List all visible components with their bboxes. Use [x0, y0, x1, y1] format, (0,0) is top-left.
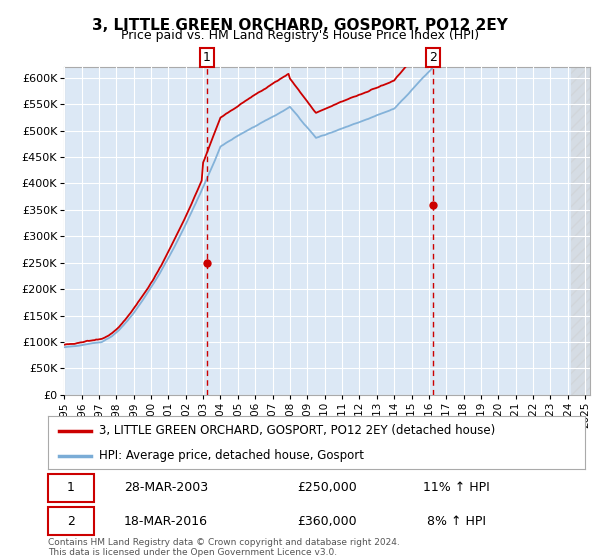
Text: Price paid vs. HM Land Registry's House Price Index (HPI): Price paid vs. HM Land Registry's House …: [121, 29, 479, 42]
FancyBboxPatch shape: [48, 474, 94, 502]
Text: 2: 2: [67, 515, 75, 528]
Text: 1: 1: [203, 51, 211, 64]
Bar: [571, 67, 590, 395]
Text: 11% ↑ HPI: 11% ↑ HPI: [423, 481, 490, 494]
Text: 2: 2: [429, 51, 437, 64]
Text: 8% ↑ HPI: 8% ↑ HPI: [427, 515, 485, 528]
Text: £250,000: £250,000: [298, 481, 357, 494]
Text: HPI: Average price, detached house, Gosport: HPI: Average price, detached house, Gosp…: [99, 450, 364, 463]
Text: £360,000: £360,000: [298, 515, 357, 528]
Text: 1: 1: [67, 481, 75, 494]
Text: 18-MAR-2016: 18-MAR-2016: [124, 515, 208, 528]
Text: 3, LITTLE GREEN ORCHARD, GOSPORT, PO12 2EY (detached house): 3, LITTLE GREEN ORCHARD, GOSPORT, PO12 2…: [99, 424, 495, 437]
Text: Contains HM Land Registry data © Crown copyright and database right 2024.
This d: Contains HM Land Registry data © Crown c…: [48, 538, 400, 557]
Text: 3, LITTLE GREEN ORCHARD, GOSPORT, PO12 2EY: 3, LITTLE GREEN ORCHARD, GOSPORT, PO12 2…: [92, 18, 508, 33]
Text: 28-MAR-2003: 28-MAR-2003: [124, 481, 208, 494]
FancyBboxPatch shape: [48, 507, 94, 535]
